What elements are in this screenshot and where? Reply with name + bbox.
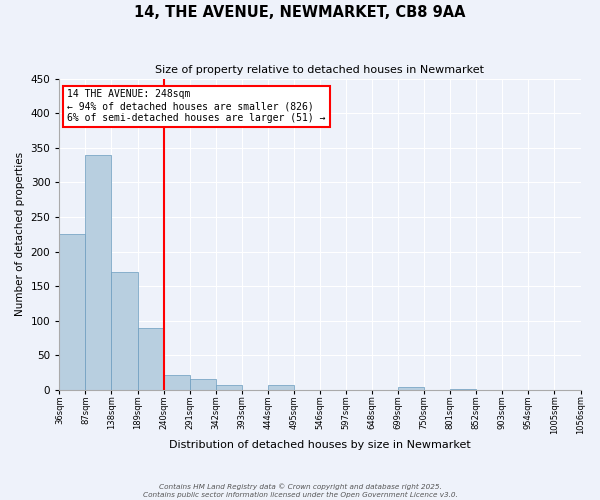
Bar — [215, 385, 242, 390]
Bar — [59, 234, 85, 390]
Bar — [112, 272, 137, 390]
Bar — [137, 328, 164, 390]
Text: Contains HM Land Registry data © Crown copyright and database right 2025.
Contai: Contains HM Land Registry data © Crown c… — [143, 484, 457, 498]
Y-axis label: Number of detached properties: Number of detached properties — [15, 152, 25, 316]
Bar — [164, 376, 190, 390]
Bar — [190, 379, 215, 390]
Bar — [450, 388, 476, 390]
Text: 14 THE AVENUE: 248sqm
← 94% of detached houses are smaller (826)
6% of semi-deta: 14 THE AVENUE: 248sqm ← 94% of detached … — [67, 90, 326, 122]
Bar — [85, 154, 112, 390]
Bar — [268, 385, 294, 390]
Bar — [398, 387, 424, 390]
Title: Size of property relative to detached houses in Newmarket: Size of property relative to detached ho… — [155, 65, 484, 75]
X-axis label: Distribution of detached houses by size in Newmarket: Distribution of detached houses by size … — [169, 440, 471, 450]
Text: 14, THE AVENUE, NEWMARKET, CB8 9AA: 14, THE AVENUE, NEWMARKET, CB8 9AA — [134, 5, 466, 20]
